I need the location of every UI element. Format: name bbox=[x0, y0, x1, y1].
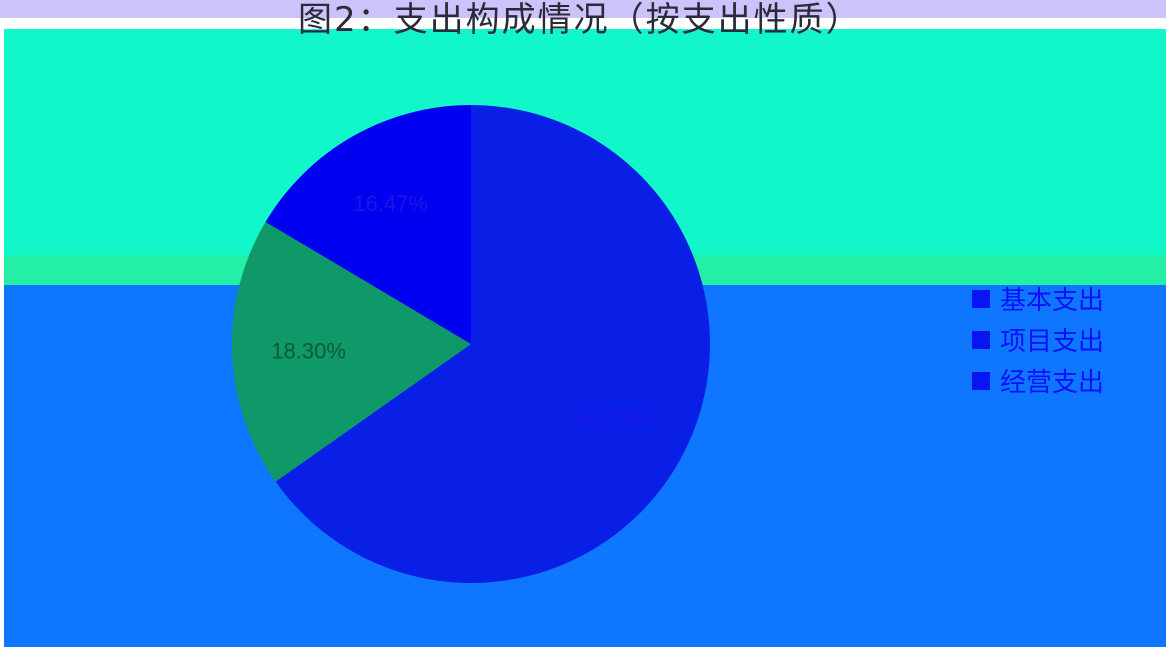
legend-label: 经营支出 bbox=[1000, 368, 1105, 398]
data-label-3: 16.47% bbox=[353, 191, 428, 216]
title-background-band bbox=[0, 0, 1166, 18]
pie-slice-2 bbox=[232, 221, 471, 482]
legend-item-3: 经营支出 bbox=[972, 360, 1104, 401]
chart-legend: 基本支出项目支出经营支出 bbox=[972, 278, 1104, 401]
legend-item-2: 项目支出 bbox=[972, 319, 1104, 360]
legend-label: 项目支出 bbox=[1000, 327, 1105, 357]
pie-slice-3 bbox=[265, 105, 471, 344]
chart-title: 图2：支出构成情况（按支出性质） bbox=[298, 0, 862, 40]
legend-swatch bbox=[972, 330, 990, 349]
legend-swatch bbox=[972, 371, 990, 390]
data-label-2: 18.30% bbox=[271, 338, 346, 363]
legend-swatch bbox=[972, 289, 990, 308]
pie-slice-1 bbox=[275, 105, 710, 584]
legend-item-1: 基本支出 bbox=[972, 278, 1104, 319]
legend-label: 基本支出 bbox=[1000, 286, 1105, 316]
data-label-1: 65.23% bbox=[578, 407, 653, 432]
